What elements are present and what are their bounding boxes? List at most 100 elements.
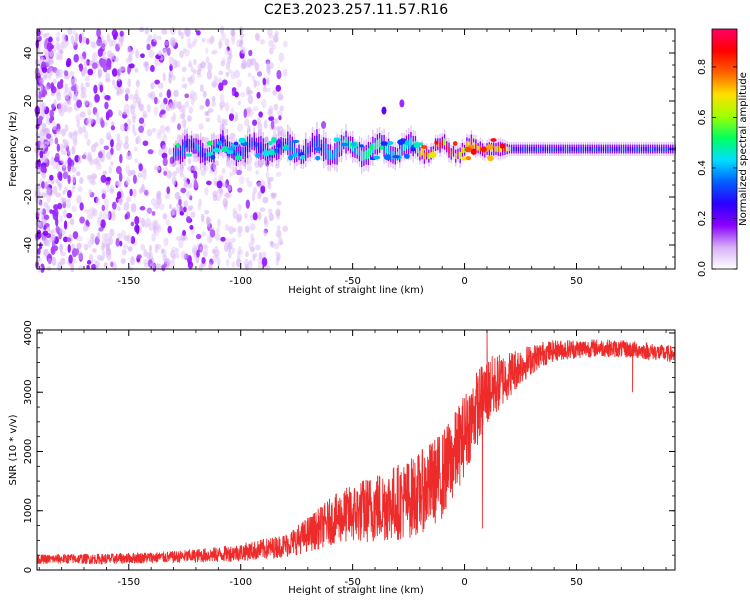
spectrogram-noise-blob xyxy=(78,251,84,261)
spectrogram-noise-blob xyxy=(111,39,117,47)
spectrogram-noise-blob xyxy=(78,63,84,72)
spectrogram-band-core xyxy=(211,146,213,157)
spectrogram-noise-blob xyxy=(217,114,221,124)
spectrogram-band-core xyxy=(190,140,193,148)
spectrogram-noise-blob xyxy=(138,163,143,172)
spectrogram-noise-blob xyxy=(114,31,119,38)
spectrogram-noise-blob xyxy=(80,55,84,63)
spectrogram-noise-blob xyxy=(40,108,45,117)
spectrogram-noise-blob xyxy=(163,237,169,247)
spectrogram-band-blob xyxy=(206,140,213,146)
spectrogram-y-tick-label: 20 xyxy=(23,95,34,108)
spectrogram-noise-blob xyxy=(183,200,189,208)
spectrogram-band-core xyxy=(224,143,226,150)
spectrogram-noise-blob xyxy=(200,168,206,177)
spectrogram-x-tick-label: -100 xyxy=(229,276,252,287)
spectrogram-band-core xyxy=(179,150,182,159)
spectrogram-noise-blob xyxy=(101,250,106,259)
spectrogram-band-core xyxy=(307,146,309,154)
spectrogram-band-core xyxy=(408,139,410,149)
spectrogram-noise-blob xyxy=(154,166,161,171)
spectrogram-band-core xyxy=(338,144,341,153)
spectrogram-noise-blob xyxy=(56,92,62,102)
spectrogram-noise-blob xyxy=(179,168,184,176)
spectrogram-noise-blob xyxy=(116,180,122,188)
snr-series-line xyxy=(36,331,676,565)
spectrogram-noise-blob xyxy=(196,249,200,258)
spectrogram-band-core xyxy=(260,142,262,154)
spectrogram-noise-blob xyxy=(170,26,176,36)
spectrogram-band-core xyxy=(533,147,535,151)
spectrogram-noise-blob xyxy=(276,69,282,80)
spectrogram-band-core xyxy=(363,151,365,161)
spectrogram-noise-blob xyxy=(135,49,139,59)
colorbar-border xyxy=(711,28,738,270)
spectrogram-band-blob xyxy=(288,154,294,161)
spectrogram-noise-blob xyxy=(155,263,162,269)
spectrogram-noise-blob xyxy=(230,237,236,243)
spectrogram-noise-blob xyxy=(83,99,89,106)
spectrogram-noise-blob xyxy=(170,39,176,47)
spectrogram-band-core xyxy=(486,146,488,152)
spectrogram-noise-blob xyxy=(275,251,280,257)
spectrogram-x-tick-label: 0 xyxy=(461,276,467,287)
spectrogram-band-core xyxy=(504,146,506,152)
spectrogram-noise-blob xyxy=(146,207,152,214)
spectrogram-noise-blob xyxy=(172,75,176,81)
spectrogram-noise-blob xyxy=(181,66,187,73)
spectrogram-noise-blob xyxy=(268,39,274,48)
spectrogram-noise-blob xyxy=(232,207,237,214)
spectrogram-band-core xyxy=(566,147,569,151)
spectrogram-noise-blob xyxy=(201,232,207,237)
spectrogram-noise-blob xyxy=(109,185,115,193)
spectrogram-noise-blob xyxy=(45,57,51,66)
spectrogram-band-core xyxy=(432,149,435,154)
spectrogram-noise-blob xyxy=(89,156,93,166)
spectrogram-noise-blob xyxy=(220,60,226,67)
spectrogram-noise-blob xyxy=(84,75,90,82)
spectrogram-noise-blob xyxy=(180,187,187,194)
spectrogram-band-core xyxy=(654,147,656,151)
spectrogram-band-core xyxy=(439,142,441,149)
spectrogram-noise-blob xyxy=(103,262,108,268)
spectrogram-noise-blob xyxy=(125,164,131,174)
spectrogram-noise-blob xyxy=(266,28,273,36)
spectrogram-noise-blob xyxy=(221,167,226,175)
spectrogram-band-core xyxy=(540,147,542,151)
spectrogram-band-core xyxy=(204,152,206,161)
spectrogram-band-core xyxy=(188,142,191,149)
spectrogram-noise-blob xyxy=(139,186,146,193)
spectrogram-band-core xyxy=(175,149,177,157)
spectrogram-noise-blob xyxy=(110,125,116,131)
spectrogram-noise-blob xyxy=(188,205,194,211)
spectrogram-band-core xyxy=(627,147,629,151)
spectrogram-noise-blob xyxy=(66,198,71,209)
spectrogram-noise-blob xyxy=(140,53,145,59)
spectrogram-band-core xyxy=(217,142,220,150)
spectrogram-band-blob xyxy=(461,156,467,161)
spectrogram-noise-blob xyxy=(109,52,115,61)
spectrogram-noise-blob xyxy=(166,125,171,134)
spectrogram-noise-blob xyxy=(38,221,45,230)
spectrogram-noise-blob xyxy=(227,184,232,192)
spectrogram-band-blob xyxy=(238,137,247,144)
spectrogram-band-core xyxy=(631,147,634,151)
spectrogram-noise-blob xyxy=(276,200,282,206)
spectrogram-noise-blob xyxy=(273,242,280,250)
spectrogram-noise-blob xyxy=(211,255,218,263)
spectrogram-band-core xyxy=(320,144,323,152)
spectrogram-noise-blob xyxy=(130,236,136,245)
spectrogram-noise-blob xyxy=(230,35,236,42)
spectrogram-noise-blob xyxy=(236,79,243,88)
spectrogram-band-core xyxy=(502,146,504,152)
spectrogram-band-core xyxy=(334,149,336,159)
spectrogram-noise-blob xyxy=(206,70,213,80)
spectrogram-band-core xyxy=(434,141,437,148)
spectrogram-noise-blob xyxy=(220,236,226,242)
spectrogram-noise-blob xyxy=(247,72,252,78)
spectrogram-noise-blob xyxy=(275,208,281,217)
spectrogram-band-core xyxy=(443,138,446,146)
spectrogram-noise-blob xyxy=(222,197,228,208)
spectrogram-band-core xyxy=(506,146,508,152)
spectrogram-noise-blob xyxy=(189,224,194,230)
